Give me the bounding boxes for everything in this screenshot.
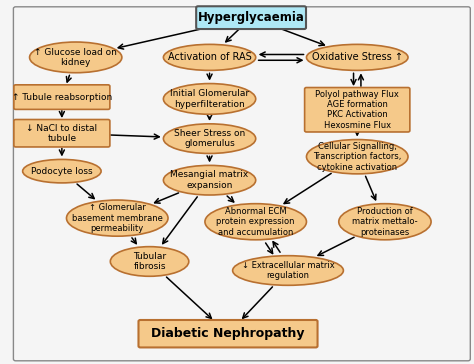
Ellipse shape — [307, 44, 408, 70]
Text: Production of
matrix mettalo-
proteinases: Production of matrix mettalo- proteinase… — [352, 207, 418, 237]
Text: ↓ NaCl to distal
tubule: ↓ NaCl to distal tubule — [27, 123, 98, 143]
Text: Tubular
fibrosis: Tubular fibrosis — [133, 252, 166, 271]
Ellipse shape — [307, 139, 408, 174]
Text: Mesangial matrix
expansion: Mesangial matrix expansion — [171, 170, 249, 190]
Text: Initial Glomerular
hyperfilteration: Initial Glomerular hyperfilteration — [170, 89, 249, 108]
Ellipse shape — [110, 247, 189, 276]
FancyBboxPatch shape — [196, 6, 306, 29]
Text: Hyperglycaemia: Hyperglycaemia — [198, 11, 304, 24]
Text: ↑ Tubule reabsorption: ↑ Tubule reabsorption — [12, 92, 112, 102]
Text: Polyol pathway Flux
AGE formation
PKC Activation
Hexosmine Flux: Polyol pathway Flux AGE formation PKC Ac… — [315, 90, 399, 130]
Ellipse shape — [233, 256, 343, 285]
Ellipse shape — [29, 42, 122, 73]
Text: Cellular Signalling,
Transcription factors,
cytokine activation: Cellular Signalling, Transcription facto… — [313, 142, 401, 171]
Text: Abnormal ECM
protein expression
and accumulation: Abnormal ECM protein expression and accu… — [217, 207, 295, 237]
FancyBboxPatch shape — [305, 87, 410, 132]
Text: Diabetic Nephropathy: Diabetic Nephropathy — [151, 327, 305, 340]
FancyBboxPatch shape — [14, 119, 110, 147]
Ellipse shape — [339, 204, 431, 240]
Text: ↑ Glomerular
basement membrane
permeability: ↑ Glomerular basement membrane permeabil… — [72, 203, 163, 233]
Ellipse shape — [164, 44, 255, 70]
Text: Podocyte loss: Podocyte loss — [31, 167, 93, 176]
FancyBboxPatch shape — [138, 320, 318, 348]
Ellipse shape — [164, 84, 255, 114]
Ellipse shape — [164, 124, 255, 154]
Text: Sheer Stress on
glomerulus: Sheer Stress on glomerulus — [174, 129, 245, 149]
Ellipse shape — [66, 200, 168, 236]
Text: Oxidative Stress ↑: Oxidative Stress ↑ — [312, 52, 403, 62]
Text: Activation of RAS: Activation of RAS — [168, 52, 251, 62]
Ellipse shape — [23, 159, 101, 183]
Ellipse shape — [164, 165, 255, 195]
Text: ↑ Glucose load on
kidney: ↑ Glucose load on kidney — [34, 48, 117, 67]
Ellipse shape — [205, 204, 307, 240]
Text: ↓ Extracellular matrix
regulation: ↓ Extracellular matrix regulation — [242, 261, 334, 280]
FancyBboxPatch shape — [14, 85, 110, 110]
